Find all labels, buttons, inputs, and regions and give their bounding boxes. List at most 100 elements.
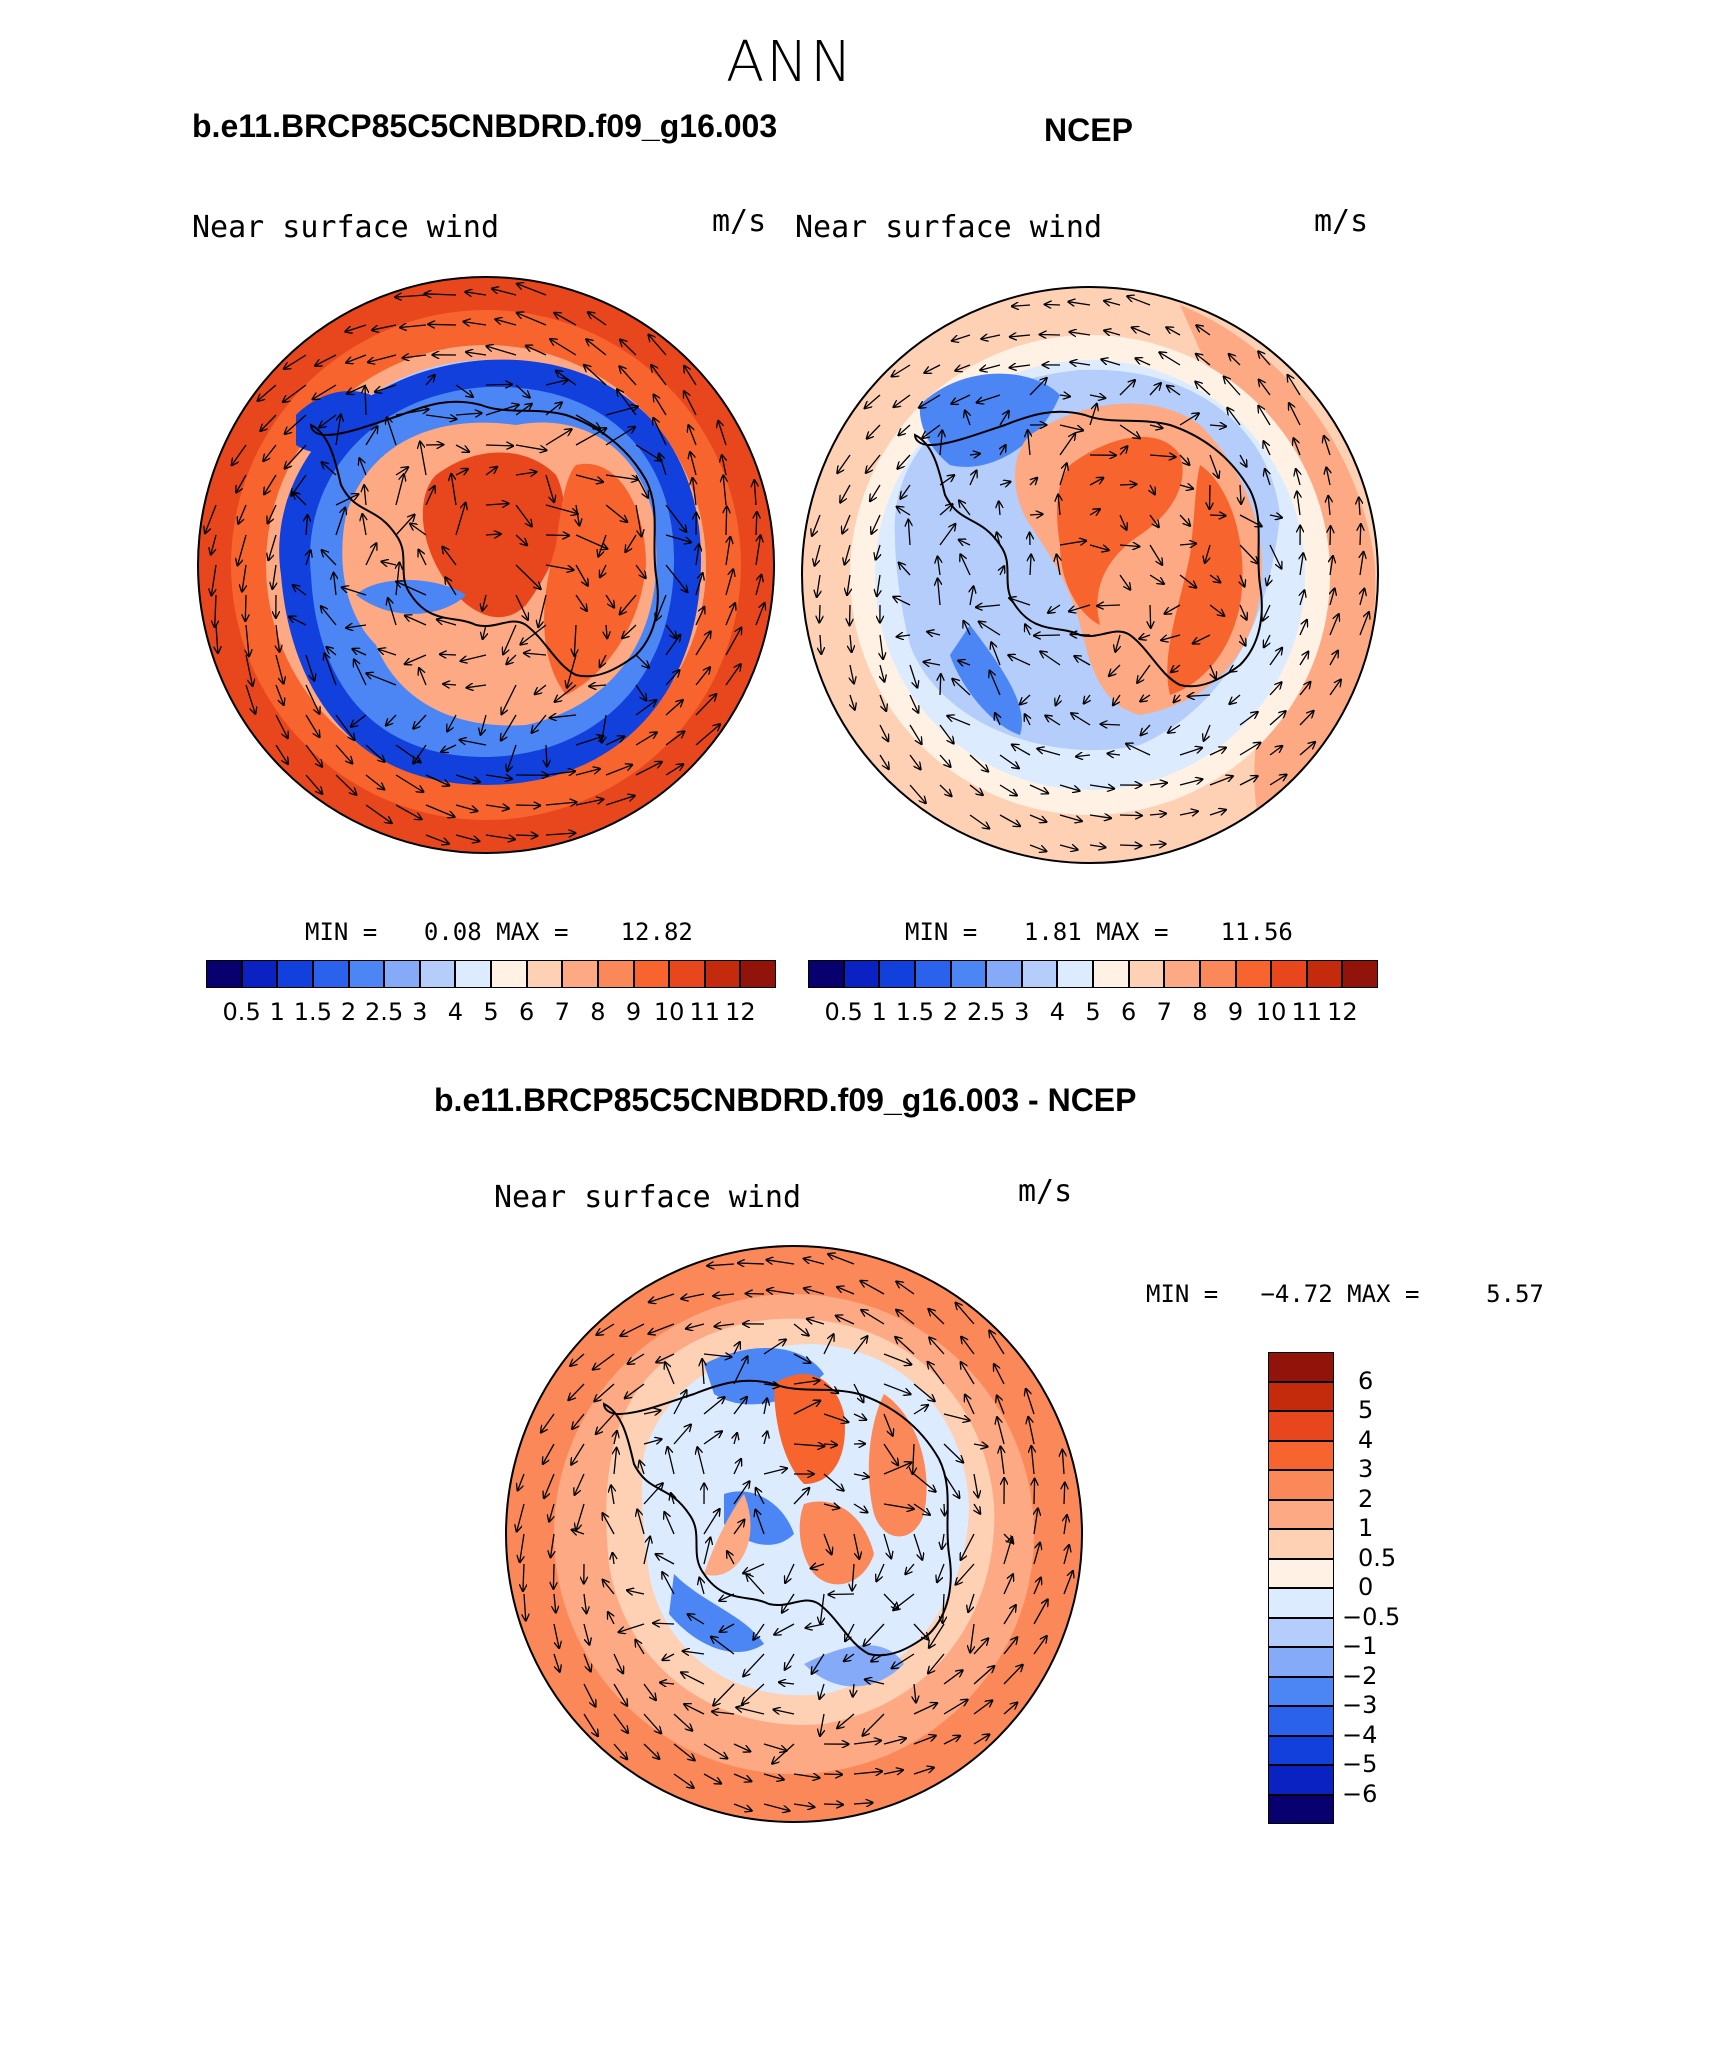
wind-vector-arrow <box>766 1260 795 1264</box>
wind-vector-arrow <box>238 534 247 565</box>
wind-vector-arrow <box>570 1353 585 1366</box>
wind-vector-arrow <box>613 1683 627 1706</box>
wind-vector-arrow <box>395 515 415 536</box>
wind-vector-arrow <box>733 1397 747 1415</box>
wind-vector-arrow <box>836 1316 855 1325</box>
wind-vector-arrow <box>852 1563 854 1591</box>
wind-vector-arrow <box>483 624 486 639</box>
wind-vector-arrow <box>865 1679 885 1684</box>
wind-vector-arrow <box>1003 1637 1017 1655</box>
wind-vector-arrow <box>1101 359 1121 366</box>
model-colorbar-box <box>669 960 705 988</box>
wind-vector-arrow <box>550 339 577 356</box>
wind-vector-arrow <box>1149 383 1161 396</box>
wind-vector-arrow <box>402 355 427 358</box>
wind-vector-arrow <box>614 1431 617 1445</box>
wind-vector-arrow <box>943 1443 963 1463</box>
wind-vector-arrow <box>596 1413 615 1434</box>
obs-colorbar-box <box>1057 960 1093 988</box>
wind-vector-arrow <box>1239 712 1258 726</box>
wind-vector-arrow <box>1135 358 1151 366</box>
wind-vector-arrow <box>793 1488 809 1505</box>
wind-vector-arrow <box>293 492 307 506</box>
wind-vector-arrow <box>1240 574 1245 587</box>
wind-vector-arrow <box>764 1398 767 1415</box>
wind-vector-arrow <box>419 550 427 566</box>
wind-vector-arrow <box>365 426 378 446</box>
wind-vector-arrow <box>620 340 637 356</box>
obs-colorbar-tick-label: 6 <box>1120 998 1137 1026</box>
wind-vector-arrow <box>1119 574 1130 590</box>
wind-vector-arrow <box>989 1331 1005 1355</box>
obs-colorbar-tick-label: 10 <box>1255 998 1287 1026</box>
wind-vector-arrow <box>613 1743 627 1759</box>
wind-vector-arrow <box>466 352 487 355</box>
obs-colorbar-box <box>914 960 951 988</box>
wind-vector-arrow <box>1001 1447 1005 1475</box>
wind-vector-arrow <box>668 1447 675 1475</box>
wind-vector-arrow <box>961 1533 975 1560</box>
wind-vector-arrow <box>823 1774 842 1775</box>
wind-vector-arrow <box>1008 655 1031 666</box>
wind-vector-arrow <box>1084 694 1090 704</box>
wind-vector-arrow <box>842 514 851 534</box>
wind-vector-arrow <box>695 694 716 716</box>
model-min-value: 0.08 <box>423 918 482 946</box>
wind-vector-arrow <box>517 313 547 326</box>
wind-vector-arrow <box>720 1623 735 1632</box>
wind-vector-arrow <box>445 577 457 596</box>
obs-colorbar-labels: 0.5 1 1.5 2 2.5 3 4 5 6 7 8 9 10 11 12 <box>808 998 1378 1028</box>
wind-vector-arrow <box>315 354 337 366</box>
wind-vector-arrow <box>999 411 1009 426</box>
wind-vector-arrow <box>447 714 457 732</box>
wind-vector-arrow <box>605 407 638 416</box>
diff-colorbar-box <box>1268 1617 1334 1647</box>
wind-vector-arrow <box>643 1483 663 1505</box>
wind-vector-arrow <box>939 524 955 546</box>
wind-vector-arrow <box>1059 424 1083 430</box>
wind-vector-arrow <box>640 1461 645 1475</box>
wind-vector-arrow <box>305 654 314 681</box>
wind-vector-arrow <box>715 1324 735 1327</box>
wind-vector-arrow <box>1239 743 1260 756</box>
wind-vector-arrow <box>653 1623 675 1624</box>
wind-vector-arrow <box>492 289 517 296</box>
wind-vector-arrow <box>275 654 284 684</box>
wind-vector-arrow <box>593 1353 615 1370</box>
diff-colorbar-box <box>1268 1440 1334 1470</box>
model-colorbar-box <box>277 960 313 988</box>
wind-vector-arrow <box>551 1533 555 1557</box>
obs-max-value: 11.56 <box>1220 918 1293 946</box>
wind-vector-arrow <box>268 534 277 560</box>
wind-vector-arrow <box>1089 815 1111 818</box>
diff-colorbar-box <box>1268 1676 1334 1706</box>
wind-vector-arrow <box>913 1383 935 1401</box>
obs-colorbar-tick-label: 4 <box>1049 998 1066 1026</box>
wind-vector-arrow <box>743 1563 765 1573</box>
wind-vector-arrow <box>352 649 367 656</box>
model-max-value: 12.82 <box>620 918 693 946</box>
wind-vector-arrow <box>589 685 607 686</box>
wind-vector-arrow <box>956 1563 975 1585</box>
wind-vector-arrow <box>955 364 971 371</box>
wind-vector-arrow <box>725 569 733 596</box>
wind-vector-arrow <box>793 1401 820 1415</box>
wind-vector-arrow <box>1062 1450 1064 1475</box>
wind-vector-arrow <box>1064 1483 1065 1505</box>
wind-vector-arrow <box>283 384 307 402</box>
model-colorbar-tick-label: 11 <box>689 998 721 1026</box>
diff-case-title: b.e11.BRCP85C5CNBDRD.f09_g16.003 - NCEP <box>434 1082 1137 1118</box>
wind-vector-arrow <box>321 606 337 626</box>
wind-vector-arrow <box>865 394 881 408</box>
wind-vector-arrow <box>576 504 579 526</box>
wind-vector-arrow <box>990 671 1001 696</box>
wind-vector-arrow <box>940 430 942 456</box>
diff-units-label: m/s <box>1018 1174 1073 1209</box>
model-colorbar-tick-label: 7 <box>554 998 570 1026</box>
wind-vector-arrow <box>696 544 699 566</box>
wind-vector-arrow <box>1193 634 1211 644</box>
obs-colorbar-box <box>1093 960 1129 988</box>
obs-case-title: NCEP <box>1044 112 1133 148</box>
wind-vector-arrow <box>980 364 1001 370</box>
wind-vector-arrow <box>1074 656 1091 666</box>
